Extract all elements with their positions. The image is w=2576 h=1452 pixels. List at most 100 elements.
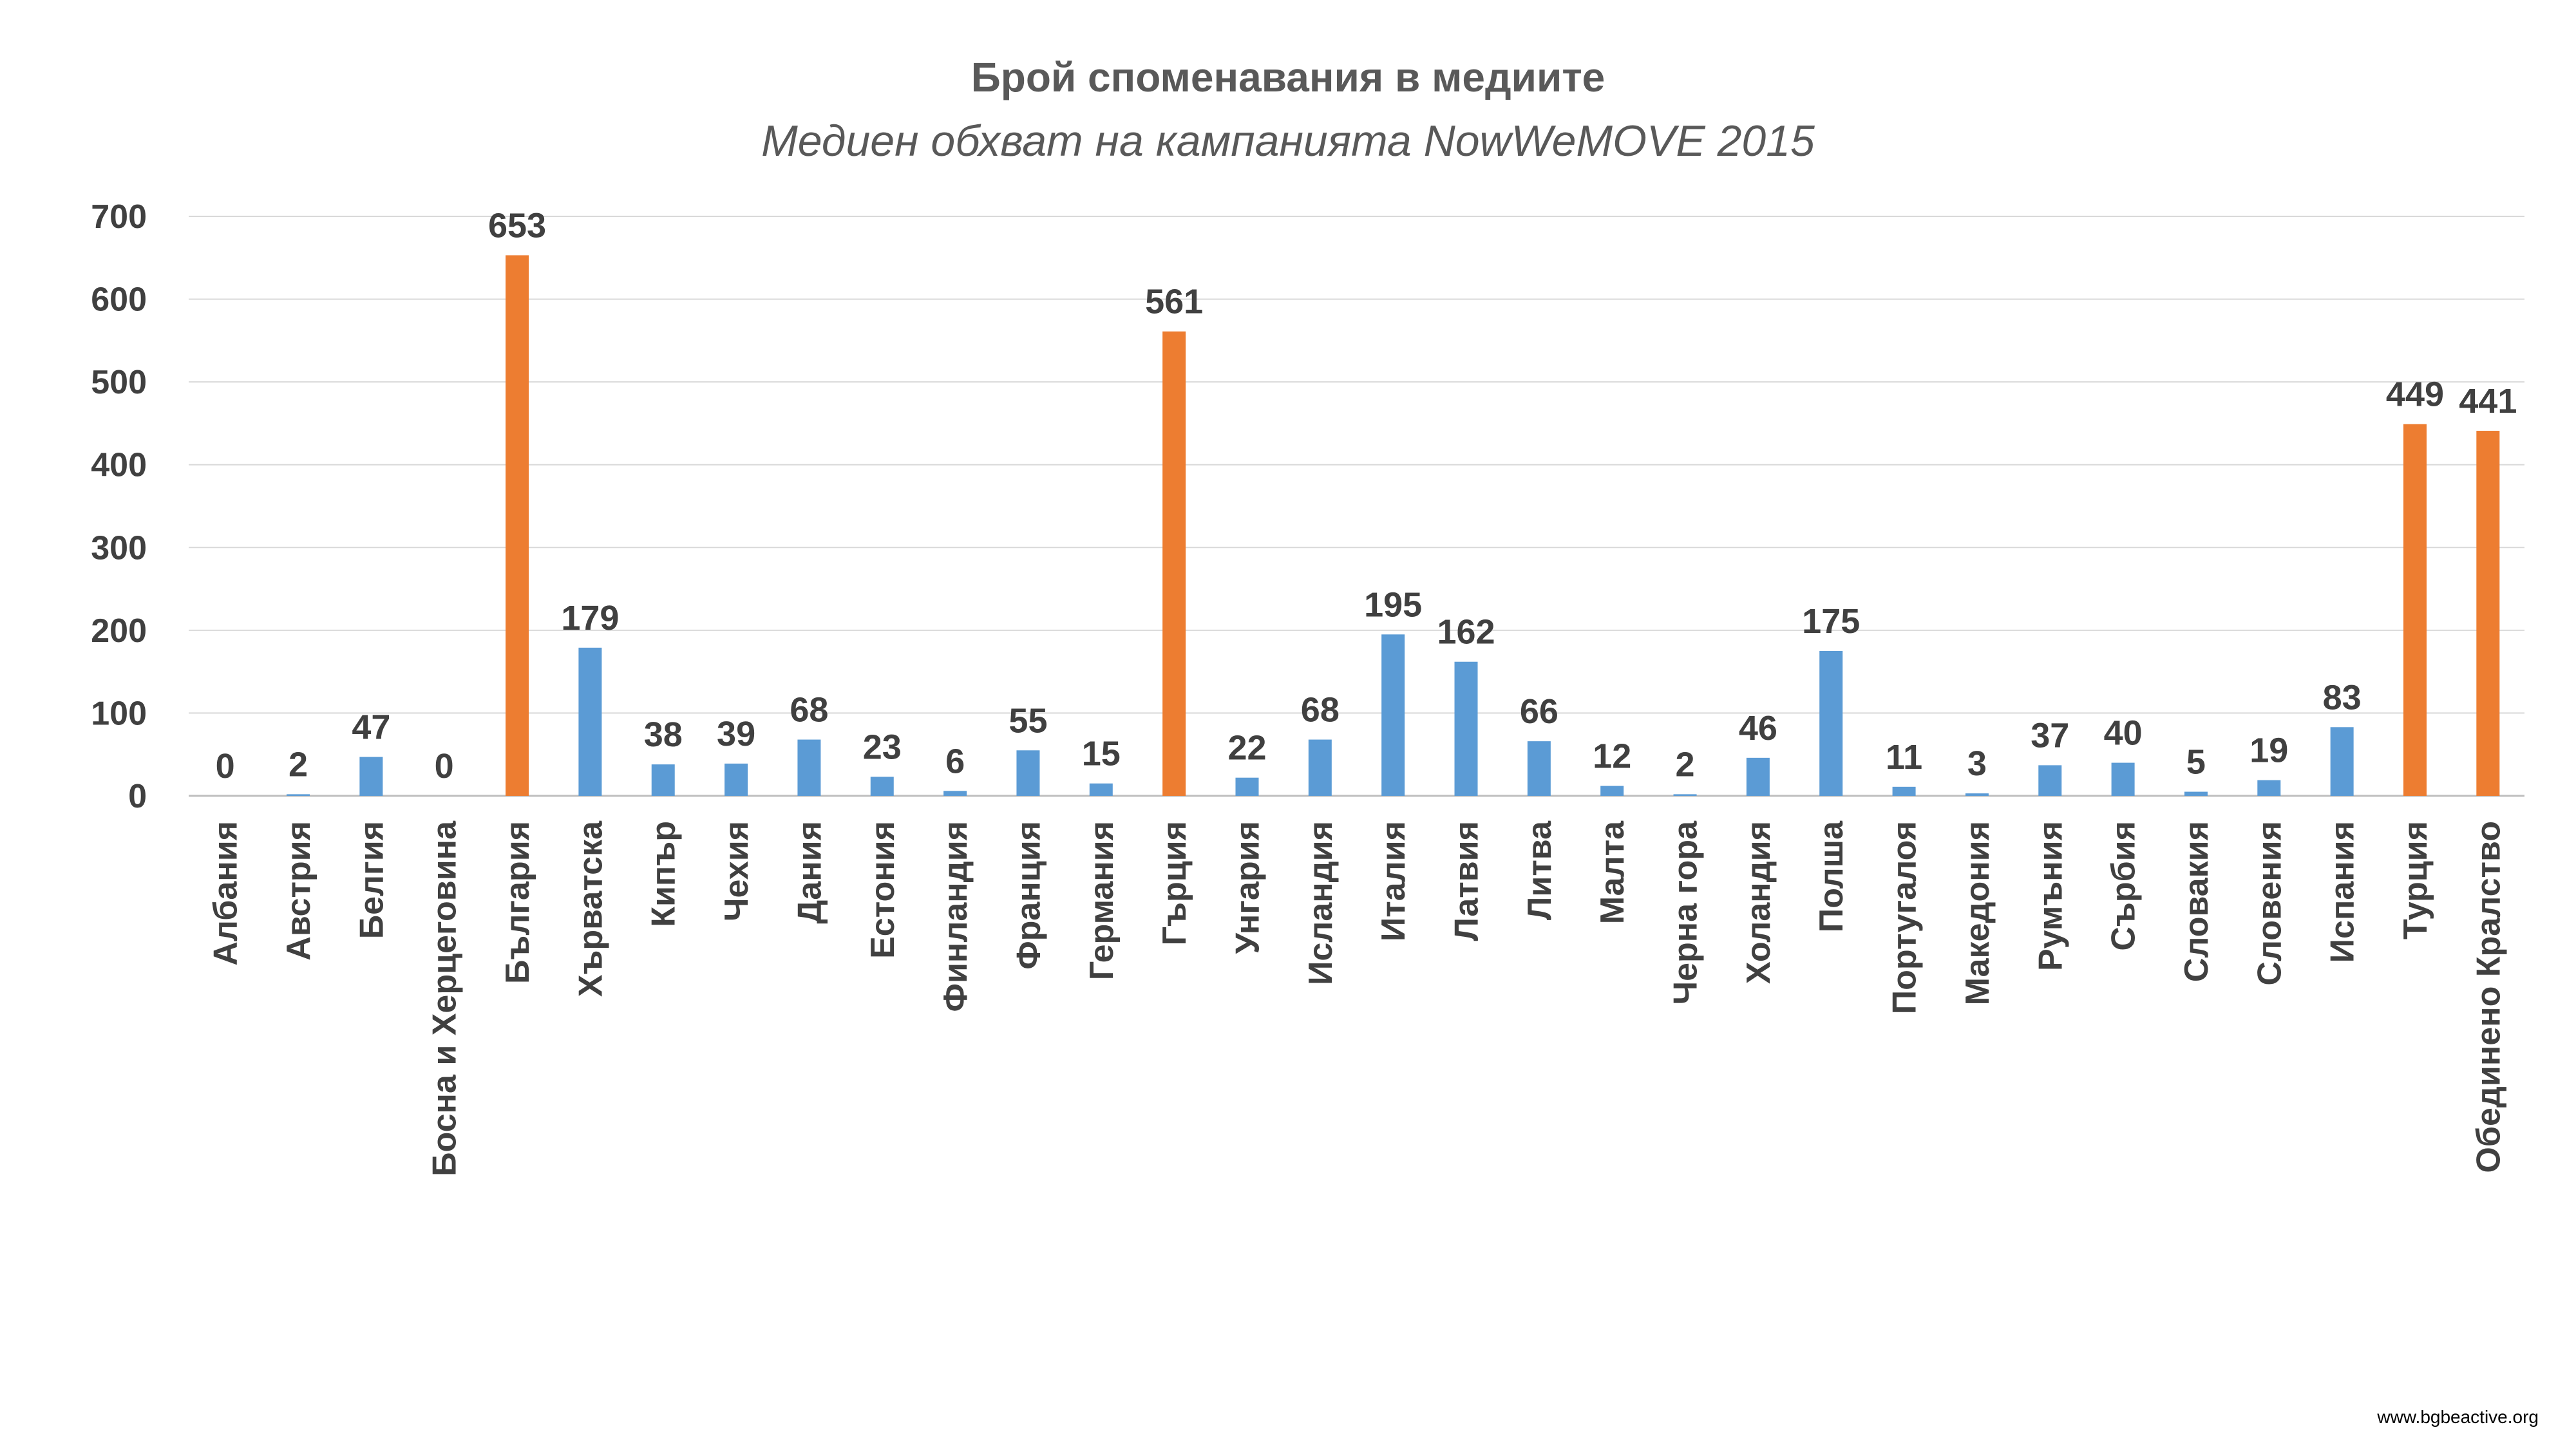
data-label: 15: [1082, 735, 1121, 773]
y-tick-label: 200: [91, 612, 147, 650]
bar: [1819, 651, 1843, 796]
bar: [2038, 765, 2062, 796]
x-tick-label: Унгария: [1229, 821, 1266, 954]
x-axis: Албания Австрия Белгия Босна и Херцеговина Б…: [207, 820, 2508, 1176]
data-label: 46: [1739, 709, 1777, 748]
x-tick-label: Сърбия: [2105, 821, 2143, 951]
data-label: 47: [352, 708, 390, 747]
data-label: 653: [488, 206, 546, 245]
data-label: 55: [1009, 701, 1047, 740]
data-label: 6: [945, 742, 965, 780]
data-label: 37: [2031, 716, 2069, 755]
bar: [870, 777, 894, 796]
x-tick-label: Литва: [1521, 820, 1558, 920]
y-tick-label: 700: [91, 198, 147, 236]
x-tick-label: Дания: [791, 821, 828, 924]
bar: [287, 794, 310, 796]
data-label: 0: [216, 747, 235, 786]
x-tick-label: Естония: [864, 821, 902, 959]
bar: [2476, 431, 2500, 796]
bar: [2184, 791, 2208, 796]
x-tick-label: Македония: [1959, 821, 1996, 1005]
data-label: 11: [1886, 738, 1922, 777]
x-tick-label: Албания: [207, 821, 245, 966]
data-label: 40: [2104, 714, 2143, 753]
x-tick-label: Финландия: [937, 821, 974, 1012]
data-label: 68: [790, 691, 828, 730]
bar: [1527, 741, 1551, 796]
x-tick-label: Испания: [2324, 821, 2362, 963]
x-tick-label: Румъния: [2032, 821, 2069, 971]
bar: [1746, 757, 1770, 796]
y-axis: 0 100 200 300 400 500 600 700: [91, 198, 147, 815]
x-tick-label: Белгия: [353, 821, 390, 939]
y-tick-label: 0: [128, 778, 147, 815]
data-label: 22: [1227, 729, 1266, 768]
x-tick-label: Словакия: [2178, 821, 2215, 982]
bar: [2257, 780, 2281, 796]
data-label: 19: [2249, 731, 2288, 770]
footer-credit: www.bgbeactive.org: [2376, 1407, 2539, 1427]
bar: [797, 739, 821, 796]
x-tick-label: Латвия: [1448, 821, 1486, 941]
bar: [1454, 661, 1478, 796]
data-label: 561: [1145, 283, 1203, 321]
bar: [359, 757, 383, 796]
x-tick-label: Германия: [1083, 821, 1121, 980]
x-tick-label: Португалоя: [1886, 821, 1924, 1014]
bar: [1162, 331, 1186, 796]
x-tick-label: Малта: [1594, 820, 1631, 924]
bar: [2403, 424, 2427, 796]
chart-title: Брой споменавания в медиите: [971, 54, 1605, 100]
y-tick-label: 500: [91, 364, 147, 401]
y-tick-label: 600: [91, 281, 147, 319]
data-label: 38: [644, 715, 683, 754]
data-label: 23: [863, 728, 902, 766]
x-tick-label: Австрия: [280, 821, 317, 961]
data-label: 83: [2323, 678, 2362, 717]
x-tick-label: Полша: [1813, 820, 1850, 932]
bar: [2111, 762, 2135, 796]
y-tick-label: 100: [91, 695, 147, 732]
bar: [1308, 739, 1332, 796]
bars: [287, 255, 2500, 796]
data-label: 2: [1676, 745, 1695, 784]
y-tick-label: 400: [91, 447, 147, 484]
data-label: 195: [1364, 585, 1422, 624]
bar: [1892, 786, 1916, 796]
data-label: 39: [717, 715, 755, 753]
x-tick-label: Чехия: [718, 821, 755, 921]
bar: [1016, 750, 1040, 796]
bar: [724, 763, 748, 796]
data-label: 441: [2459, 382, 2517, 420]
bar: [1089, 783, 1113, 796]
x-tick-label: Холандия: [1740, 821, 1777, 984]
x-tick-label: България: [499, 821, 536, 984]
bar: [943, 791, 967, 796]
x-tick-label: Гърция: [1156, 821, 1193, 945]
x-tick-label: Исландия: [1302, 821, 1340, 985]
x-tick-label: Босна и Херцеговина: [426, 820, 464, 1176]
bar: [1235, 777, 1259, 796]
bar: [1381, 634, 1405, 796]
data-label: 66: [1520, 692, 1558, 731]
bar: [2330, 727, 2354, 796]
data-label: 179: [561, 599, 619, 637]
data-label: 162: [1437, 613, 1495, 652]
x-tick-label: Кипър: [645, 821, 683, 927]
gridlines: [189, 216, 2524, 797]
data-label: 2: [289, 745, 308, 784]
data-label: 12: [1593, 737, 1631, 776]
data-label: 175: [1802, 602, 1860, 641]
bar: [506, 255, 529, 796]
chart-subtitle: Медиен обхват на кампанията NowWeMOVE 20…: [761, 117, 1815, 165]
x-tick-label: Словения: [2251, 821, 2288, 986]
bar: [1965, 793, 1989, 796]
bar: [1673, 794, 1697, 796]
x-tick-label: Обединено Кралство: [2470, 821, 2507, 1173]
bar: [651, 764, 675, 796]
x-tick-label: Хърватска: [572, 820, 609, 997]
